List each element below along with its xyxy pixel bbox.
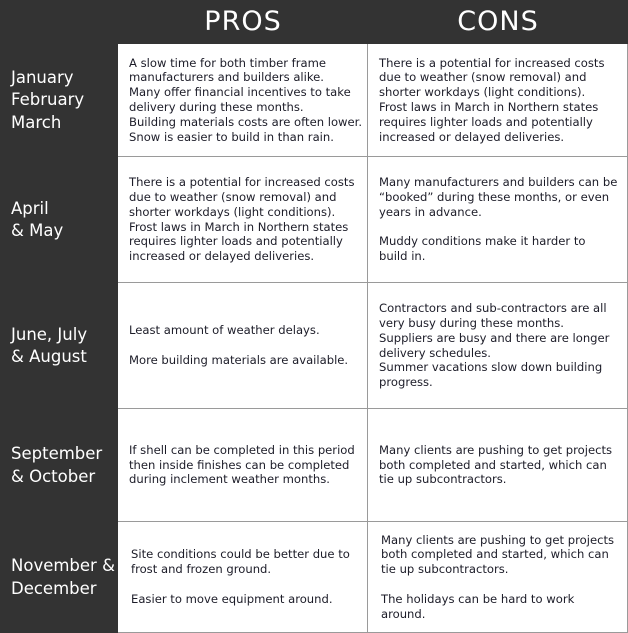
pros-cell: If shell can be completed in this period…	[118, 409, 368, 522]
cons-cell: Many clients are pushing to get projects…	[368, 522, 628, 633]
month-label: November & December	[11, 556, 115, 598]
pros-header: PROS	[204, 6, 282, 37]
month-label: April & May	[11, 198, 64, 241]
pros-cell: Site conditions could be better due to f…	[118, 522, 368, 633]
month-label: June, July & August	[11, 324, 88, 367]
cons-cell: Many manufacturers and builders can be “…	[368, 157, 628, 283]
cons-cell: Many clients are pushing to get projects…	[368, 409, 628, 522]
month-label: January February March	[11, 67, 85, 132]
cons-cell: Contractors and sub-contractors are all …	[368, 283, 628, 409]
cons-cell: There is a potential for increased costs…	[368, 44, 628, 157]
month-label: September & October	[11, 444, 103, 486]
pros-cell: There is a potential for increased costs…	[118, 157, 368, 283]
pros-cell: Least amount of weather delays. More bui…	[118, 283, 368, 409]
pros-cell: A slow time for both timber frame manufa…	[118, 44, 368, 157]
cons-header: CONS	[457, 6, 539, 37]
